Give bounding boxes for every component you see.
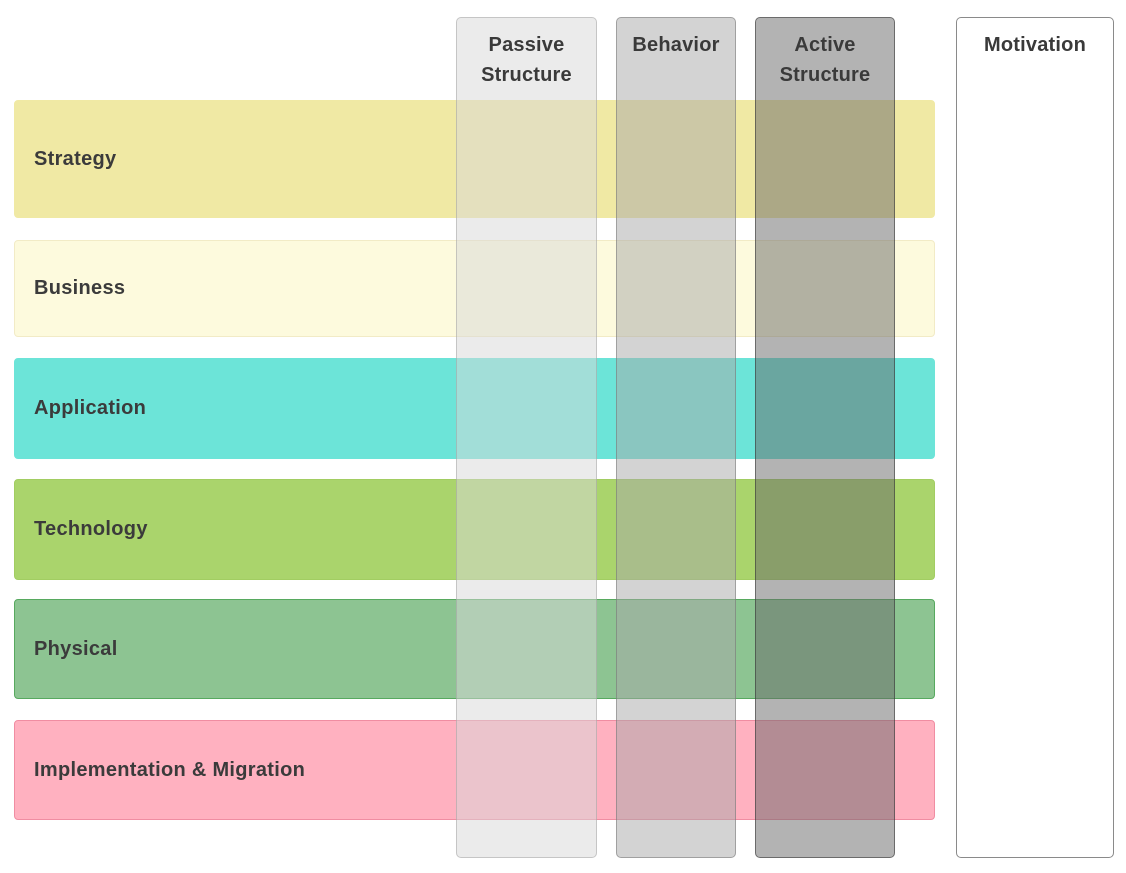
aspect-label-active-structure: Active Structure	[779, 34, 871, 86]
aspect-column-passive-structure: Passive Structure	[456, 17, 597, 858]
layer-label-technology: Technology	[34, 518, 148, 540]
layer-label-physical: Physical	[34, 637, 118, 660]
layer-label-strategy: Strategy	[34, 147, 117, 170]
layer-label-implementation-migration: Implementation & Migration	[34, 758, 306, 781]
aspect-label-passive-structure: Passive Structure	[481, 34, 572, 86]
aspect-label-behavior: Behavior	[632, 34, 720, 56]
aspect-column-motivation: Motivation	[956, 17, 1114, 858]
layer-label-application: Application	[34, 397, 147, 419]
aspect-column-active-structure: Active Structure	[755, 17, 895, 858]
aspect-label-motivation: Motivation	[984, 34, 1086, 56]
aspect-column-behavior: Behavior	[616, 17, 736, 858]
layer-label-business: Business	[34, 277, 126, 299]
